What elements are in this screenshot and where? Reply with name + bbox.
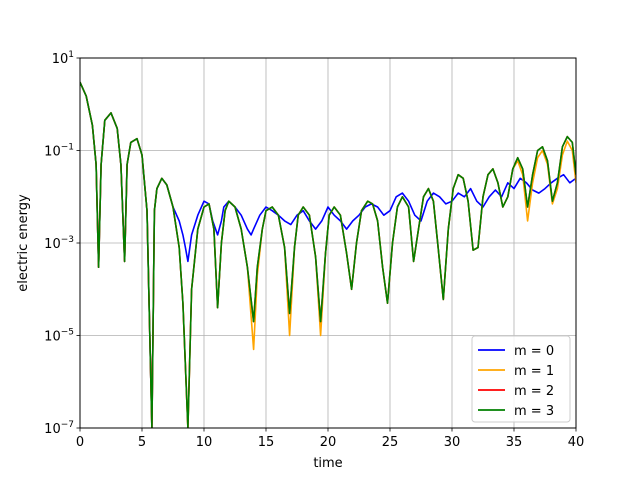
y-tick-base: 10 [52,52,69,67]
x-tick-label: 25 [382,435,399,450]
x-tick-label: 0 [76,435,84,450]
x-tick-label: 30 [444,435,461,450]
y-tick-label: 10−1 [44,143,74,160]
legend-label: m = 1 [514,364,554,379]
legend-label: m = 2 [514,384,554,399]
y-tick-exponent: −1 [61,143,74,153]
x-tick-label: 20 [320,435,337,450]
legend-label: m = 3 [514,404,554,419]
y-tick-label: 10−7 [44,420,74,437]
y-tick-label: 101 [52,50,74,67]
x-axis-ticks: 0 5 10 15 20 25 30 35 40 [76,428,584,450]
y-axis-label: electric energy [16,194,31,292]
series-layer [80,81,576,428]
legend-box [471,335,571,423]
y-tick-exponent: −7 [61,420,74,430]
y-tick-base: 10 [44,145,61,160]
y-tick-label: 10−3 [44,235,74,252]
x-tick-label: 40 [568,435,585,450]
x-tick-label: 15 [258,435,275,450]
y-tick-exponent: 1 [68,50,74,60]
legend-label: m = 0 [514,344,554,359]
x-tick-label: 10 [196,435,213,450]
y-tick-base: 10 [44,237,61,252]
y-tick-exponent: −5 [61,328,74,338]
y-tick-label: 10−5 [44,328,74,345]
y-tick-base: 10 [44,422,61,437]
y-tick-exponent: −3 [61,235,74,245]
series-line-m3 [80,81,576,428]
x-tick-label: 5 [138,435,146,450]
x-tick-label: 35 [506,435,523,450]
x-axis-label: time [313,456,342,471]
y-tick-base: 10 [44,330,61,345]
legend: m = 0 m = 1 m = 2 m = 3 [471,335,571,423]
